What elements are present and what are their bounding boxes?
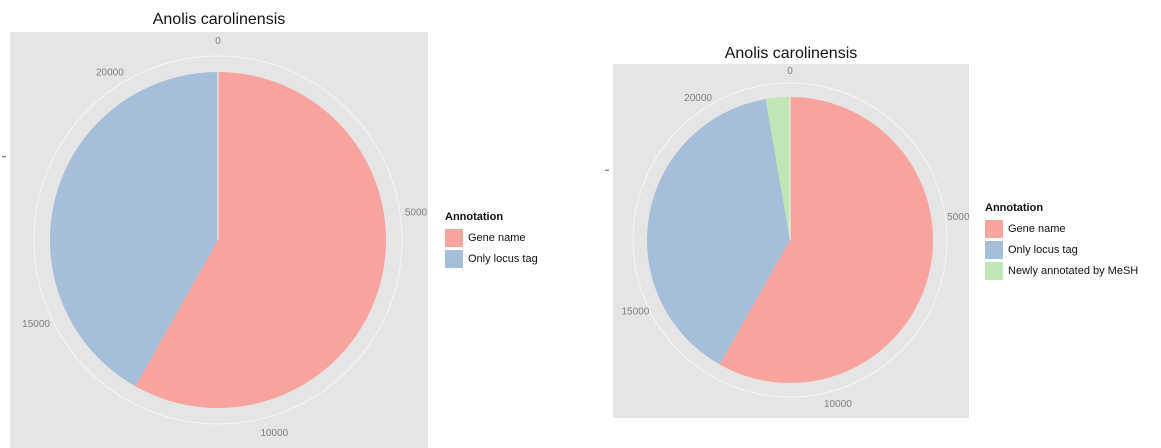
pie-slice-only-locus-tag: [647, 99, 790, 365]
chart-title: Anolis carolinensis: [152, 11, 286, 28]
legend-item: Only locus tag: [985, 239, 1138, 260]
pie-plot: 0 5000 10000 15000 20000: [2, 32, 428, 448]
pie-slice-gene-name: [135, 72, 386, 408]
axis-tick-label: 20000: [96, 68, 124, 79]
pie-chart-panel-1: Anolis carolinensis 0 5000 10000 15000 20000…: [0, 0, 580, 448]
axis-tick-label: 10000: [260, 428, 288, 439]
legend-label: Only locus tag: [1008, 243, 1078, 256]
axis-tick-label: 15000: [22, 319, 50, 330]
legend-swatch-gene-name: [985, 219, 1003, 238]
legend: Annotation Gene name Only locus tag Newl…: [985, 202, 1138, 281]
axis-tick-label: 5000: [947, 212, 970, 223]
legend-label: Only locus tag: [468, 252, 538, 265]
legend-label: Gene name: [468, 231, 526, 244]
axis-tick-label: 15000: [621, 307, 649, 318]
legend-item: Newly annotated by MeSH: [985, 260, 1138, 281]
pie-slice-gene-name: [719, 97, 933, 383]
legend-item: Gene name: [445, 227, 538, 248]
axis-tick-label: 20000: [684, 93, 712, 104]
pie-plot: 0 5000 10000 15000 20000: [605, 64, 970, 418]
legend-title: Annotation: [985, 202, 1044, 214]
legend-label: Gene name: [1008, 222, 1066, 235]
axis-tick-label: 5000: [405, 208, 428, 219]
chart-title: Anolis carolinensis: [724, 45, 858, 62]
legend: Annotation Gene name Only locus tag: [445, 211, 538, 269]
legend-swatch-newly-annotated-by-mesh: [985, 261, 1003, 280]
pie-slice-newly-annotated-by-mesh: [765, 97, 790, 240]
grid-ring: [33, 55, 403, 425]
legend-swatch-only-locus-tag: [445, 249, 463, 268]
legend-item: Only locus tag: [445, 248, 538, 269]
legend-label: Newly annotated by MeSH: [1008, 264, 1139, 277]
legend-swatch-gene-name: [445, 228, 463, 247]
axis-tick-label: 0: [215, 36, 221, 47]
grid-ring: [632, 82, 948, 398]
pie-slice-only-locus-tag: [50, 72, 218, 387]
legend-title: Annotation: [445, 211, 504, 223]
axis-tick-label: 0: [787, 66, 793, 77]
pie-chart-panel-2: Anolis carolinensis 0 5000 10000 15000 20000…: [590, 0, 1161, 448]
axis-tick-label: 10000: [824, 399, 852, 410]
legend-item: Gene name: [985, 218, 1138, 239]
legend-swatch-only-locus-tag: [985, 240, 1003, 259]
